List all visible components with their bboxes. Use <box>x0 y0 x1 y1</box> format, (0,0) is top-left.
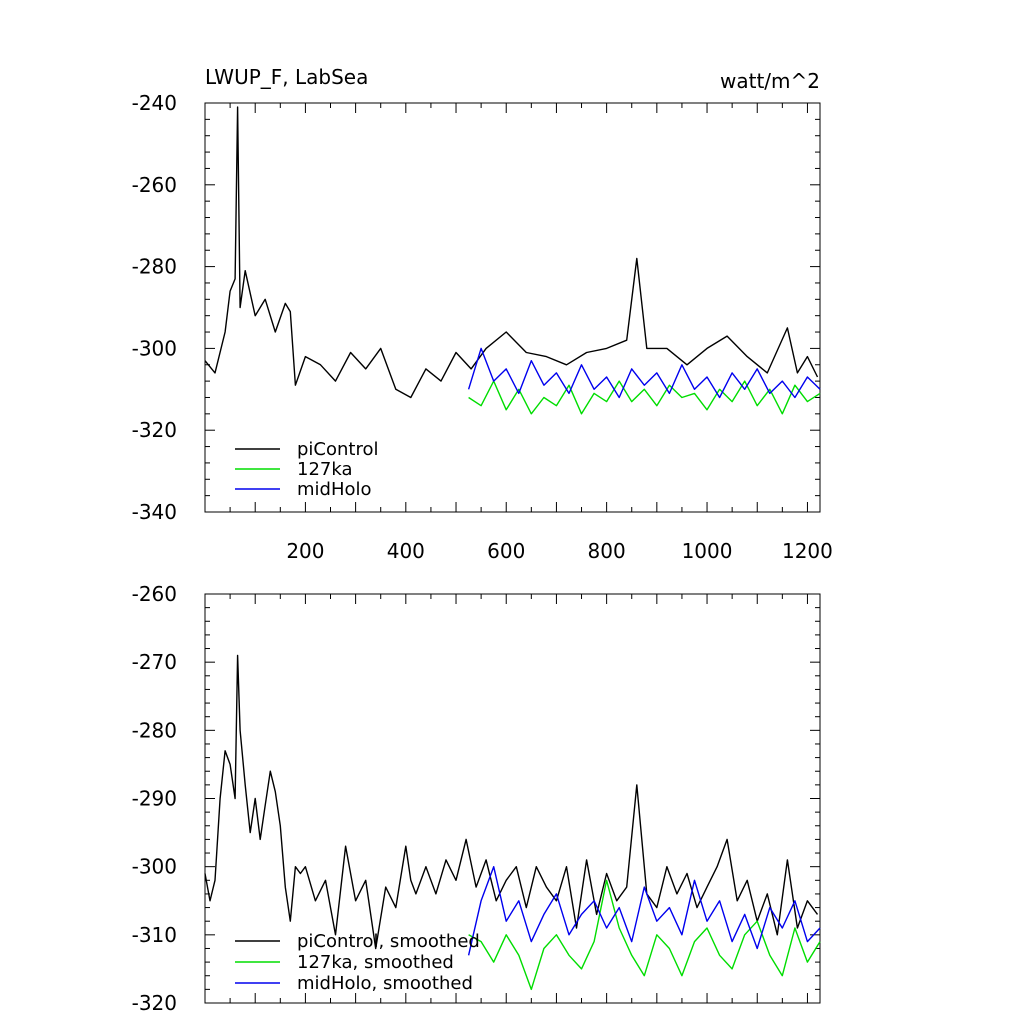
plot-frame <box>204 102 821 513</box>
y-tick-label: -300 <box>132 336 177 360</box>
y-tick-label: -260 <box>132 173 177 197</box>
series-line-midholo <box>467 866 821 956</box>
y-tick-label: -280 <box>132 718 177 742</box>
series-line-picontrol <box>204 654 819 950</box>
legend-label: 127ka, smoothed <box>297 952 454 973</box>
legend-label: piControl, smoothed <box>297 931 480 952</box>
chart-title: LWUP_F, LabSea <box>205 65 368 89</box>
series-line-127ka <box>468 380 821 415</box>
legend-label: 127ka <box>297 459 353 480</box>
series-line-midholo <box>467 347 821 399</box>
y-tick-label: -270 <box>132 650 177 674</box>
y-tick-label: -280 <box>132 255 177 279</box>
y-tick-label: -340 <box>132 500 177 524</box>
x-tick-label: 400 <box>387 539 425 563</box>
series-line-picontrol <box>204 106 819 399</box>
y-tick-label: -310 <box>132 923 177 947</box>
bottom-panel: -320 -310 -300 -290 -280 -270 -260 piControl, s… <box>132 582 821 1015</box>
y-tick-label: -260 <box>132 582 177 606</box>
x-tick-label: 1000 <box>682 539 733 563</box>
y-tick-label: -320 <box>132 418 177 442</box>
legend-label: midHolo <box>297 479 372 500</box>
chart-units: watt/m^2 <box>720 69 820 93</box>
legend-label: piControl <box>297 439 379 460</box>
x-tick-label: 200 <box>286 539 324 563</box>
y-tick-label: -300 <box>132 855 177 879</box>
top-panel: LWUP_F, LabSea watt/m^2 -340 -320 -300 -280… <box>132 65 833 563</box>
y-tick-label: -290 <box>132 787 177 811</box>
legend-label: midHolo, smoothed <box>297 973 473 994</box>
x-tick-label: 800 <box>588 539 626 563</box>
x-tick-label: 1200 <box>782 539 833 563</box>
y-tick-label: -320 <box>132 991 177 1015</box>
y-tick-label: -240 <box>132 91 177 115</box>
x-tick-label: 600 <box>487 539 525 563</box>
